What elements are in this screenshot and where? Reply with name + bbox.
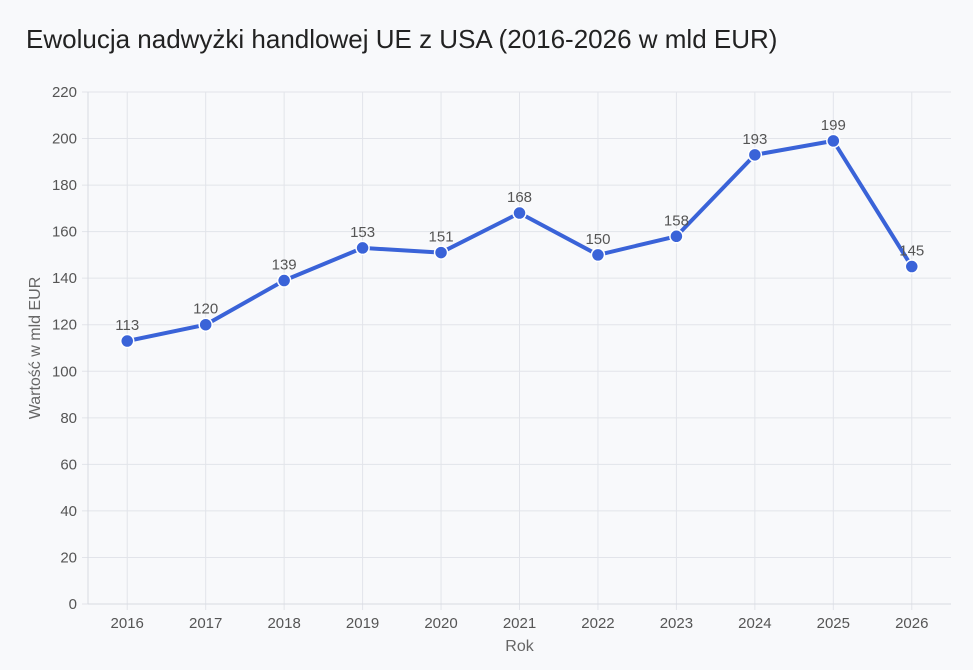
x-tick-label: 2018 xyxy=(267,615,300,632)
y-tick-label: 120 xyxy=(52,317,77,334)
data-label: 158 xyxy=(664,212,689,229)
data-point[interactable] xyxy=(198,317,213,332)
data-labels: 113 120 139 153 151 168 150 158 193 199 145 xyxy=(115,117,924,334)
data-label: 150 xyxy=(585,231,610,248)
x-tick-label: 2022 xyxy=(581,615,614,632)
x-tick-label: 2023 xyxy=(660,615,693,632)
y-tick-label: 0 xyxy=(69,596,77,613)
data-point[interactable] xyxy=(512,205,527,221)
y-axis-title: Wartość w mld EUR xyxy=(27,277,44,420)
data-point[interactable] xyxy=(826,133,841,149)
y-tick-label: 40 xyxy=(60,503,77,520)
data-label: 199 xyxy=(821,117,846,134)
data-label: 120 xyxy=(193,301,218,318)
y-tick-label: 180 xyxy=(52,177,77,194)
series xyxy=(119,133,920,349)
y-tick-label: 220 xyxy=(52,84,77,101)
data-point[interactable] xyxy=(747,147,763,163)
y-tick-label: 160 xyxy=(52,224,77,241)
x-tick-label: 2017 xyxy=(189,615,222,632)
y-tick-label: 20 xyxy=(60,549,77,566)
data-point[interactable] xyxy=(669,229,684,244)
x-tick-label: 2021 xyxy=(503,615,536,632)
chart-title: Ewolucja nadwyżki handlowej UE z USA (20… xyxy=(26,24,778,54)
data-label: 145 xyxy=(899,243,924,260)
x-tick-label: 2016 xyxy=(111,615,144,632)
y-tick-label: 100 xyxy=(52,363,77,380)
axes: 0 20 40 60 80 100 120 140 160 180 200 220 2016 2017 20… xyxy=(52,84,951,632)
data-point[interactable] xyxy=(904,259,920,274)
data-point[interactable] xyxy=(355,240,370,256)
x-tick-label: 2026 xyxy=(895,615,928,632)
data-label: 193 xyxy=(742,131,767,148)
data-point[interactable] xyxy=(590,247,606,263)
data-label: 139 xyxy=(272,257,297,274)
x-tick-label: 2019 xyxy=(346,615,379,632)
y-tick-label: 200 xyxy=(52,131,77,148)
data-label: 113 xyxy=(115,317,139,334)
x-tick-label: 2025 xyxy=(817,615,850,632)
data-point[interactable] xyxy=(119,333,135,349)
data-point[interactable] xyxy=(433,245,449,260)
x-tick-label: 2020 xyxy=(424,615,457,632)
data-label: 168 xyxy=(507,189,532,206)
y-tick-label: 80 xyxy=(60,410,77,427)
x-tick-label: 2024 xyxy=(738,615,771,632)
x-axis-title: Rok xyxy=(505,638,534,655)
data-point[interactable] xyxy=(276,273,292,288)
data-label: 151 xyxy=(429,229,454,246)
y-tick-label: 60 xyxy=(60,456,77,473)
data-label: 153 xyxy=(350,224,375,241)
y-tick-label: 140 xyxy=(52,270,77,287)
grid xyxy=(82,91,951,610)
